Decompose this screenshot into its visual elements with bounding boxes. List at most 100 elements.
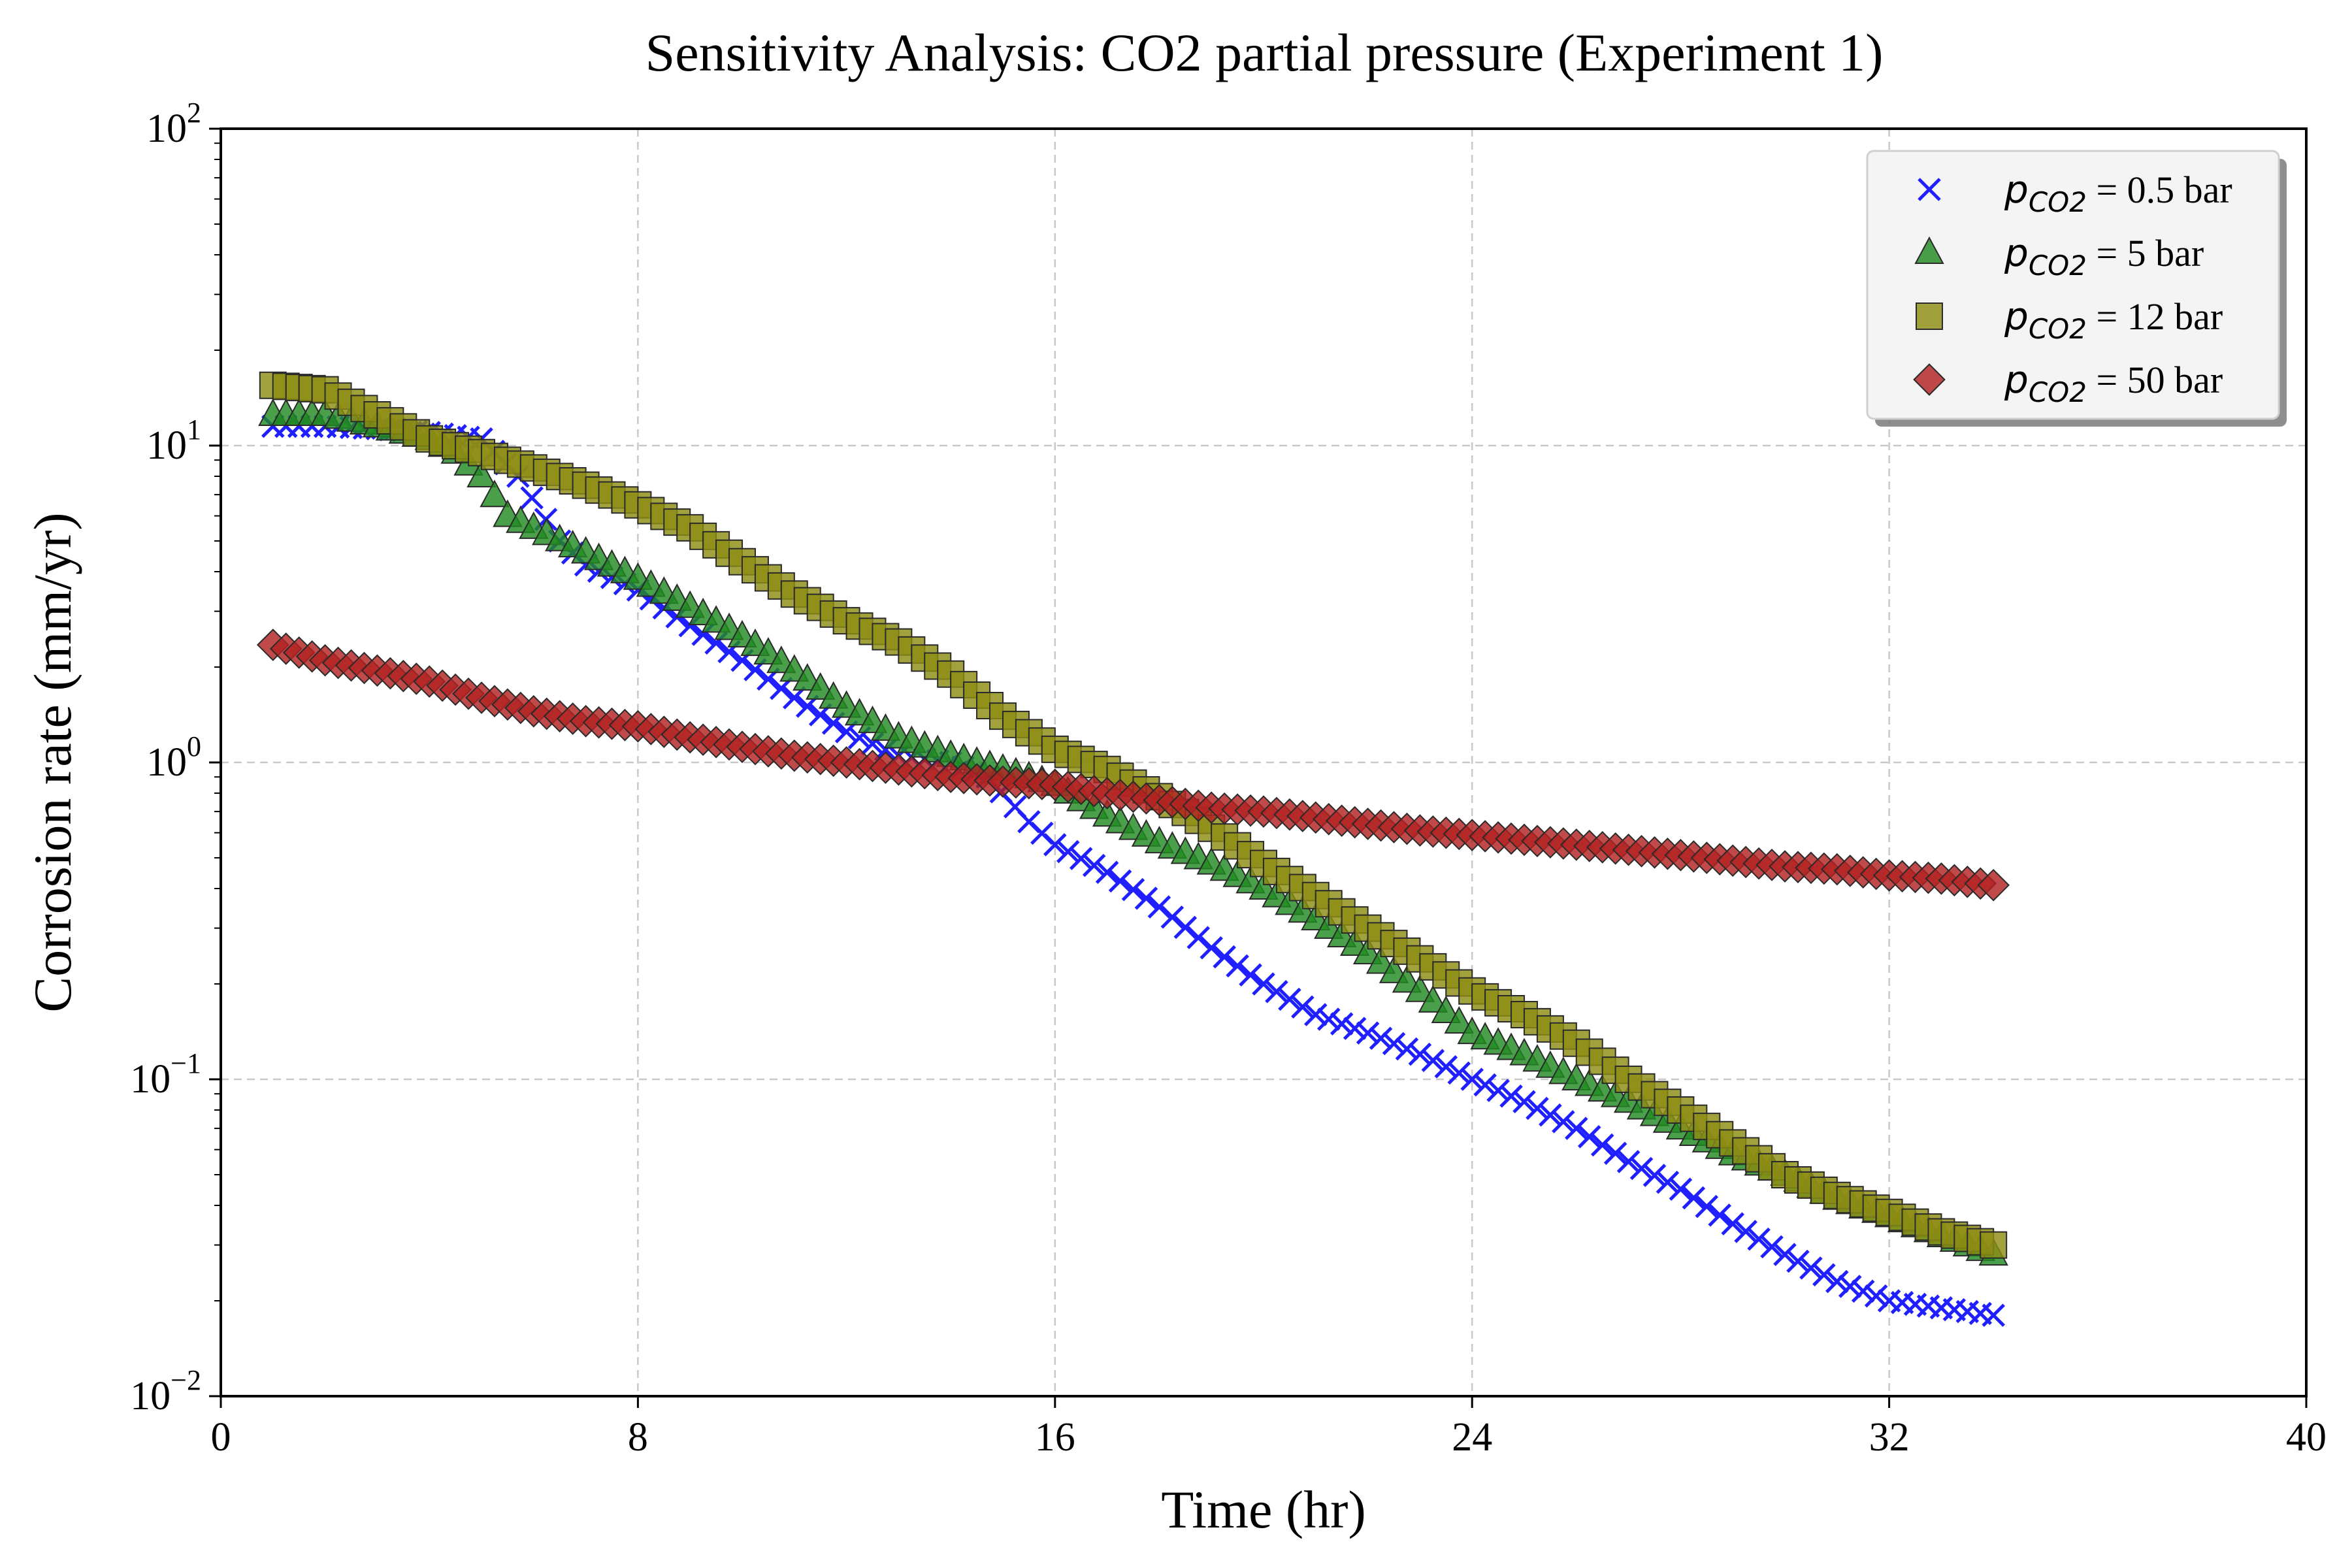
data-point bbox=[1134, 887, 1158, 910]
legend-entry-1: pCO2 = 0.5 bar bbox=[1918, 167, 2232, 218]
y-tick-label: 10−1 bbox=[130, 1047, 201, 1102]
data-point bbox=[1316, 1007, 1341, 1031]
data-point bbox=[1539, 1103, 1562, 1127]
data-point bbox=[1565, 1117, 1588, 1140]
data-point bbox=[1512, 1090, 1536, 1113]
data-point bbox=[1982, 1303, 2005, 1327]
data-point bbox=[1108, 869, 1132, 893]
legend-entry-4: pCO2 = 50 bar bbox=[1913, 357, 2223, 408]
series-2 bbox=[258, 398, 2008, 1266]
data-point bbox=[1291, 995, 1315, 1019]
legend-marker bbox=[1916, 302, 1943, 330]
y-tick-label: 101 bbox=[146, 414, 201, 468]
data-point bbox=[1418, 985, 1448, 1013]
data-point bbox=[1460, 1068, 1484, 1091]
data-point bbox=[1656, 1170, 1680, 1194]
data-point bbox=[1812, 1263, 1836, 1286]
x-tick-label: 32 bbox=[1869, 1415, 1910, 1460]
data-point bbox=[1642, 1164, 1667, 1187]
x-tick-label: 24 bbox=[1452, 1415, 1492, 1460]
data-point bbox=[1499, 1084, 1523, 1108]
legend-label: pCO2 = 50 bar bbox=[2004, 357, 2223, 408]
data-point bbox=[806, 672, 836, 700]
data-point bbox=[1043, 833, 1067, 857]
data-point bbox=[1173, 915, 1198, 939]
data-point bbox=[1147, 895, 1171, 919]
legend-box bbox=[1866, 150, 2280, 420]
x-tick-label: 16 bbox=[1035, 1415, 1075, 1460]
data-point bbox=[1786, 1249, 1810, 1273]
data-point bbox=[1977, 868, 2010, 902]
data-point bbox=[1721, 1212, 1744, 1235]
data-point bbox=[1760, 1235, 1784, 1259]
data-point bbox=[1069, 847, 1093, 870]
data-point bbox=[792, 663, 823, 691]
data-point bbox=[1082, 853, 1106, 877]
data-point bbox=[1405, 974, 1435, 1002]
x-tick-label: 8 bbox=[628, 1415, 648, 1460]
data-point bbox=[466, 459, 497, 488]
data-point bbox=[1392, 965, 1422, 993]
data-point bbox=[1330, 1012, 1354, 1036]
data-point bbox=[1825, 1269, 1849, 1294]
data-point bbox=[1734, 1220, 1757, 1243]
data-point bbox=[1773, 1243, 1797, 1266]
data-point bbox=[1408, 1042, 1432, 1066]
y-tick-label: 10−2 bbox=[130, 1364, 201, 1418]
legend-marker bbox=[1918, 178, 1941, 201]
data-point bbox=[1838, 1275, 1862, 1298]
data-point bbox=[1473, 1073, 1497, 1097]
data-point bbox=[1200, 936, 1223, 960]
legend-marker bbox=[1913, 363, 1946, 396]
data-point bbox=[520, 486, 544, 510]
data-point bbox=[1379, 955, 1409, 983]
legend-entry-3: pCO2 = 12 bar bbox=[1916, 294, 2223, 345]
data-point bbox=[1395, 1037, 1419, 1061]
data-point bbox=[1056, 840, 1080, 864]
x-axis-label: Time (hr) bbox=[1161, 1480, 1366, 1539]
data-point bbox=[1095, 860, 1119, 884]
data-point bbox=[1434, 1055, 1458, 1079]
data-point bbox=[1226, 954, 1249, 978]
data-point bbox=[1278, 987, 1301, 1011]
data-point bbox=[1421, 1049, 1445, 1072]
data-point bbox=[1365, 946, 1396, 974]
x-tick-label: 0 bbox=[211, 1415, 231, 1460]
data-point bbox=[1121, 877, 1145, 902]
data-point bbox=[1590, 1133, 1614, 1157]
data-point bbox=[783, 686, 806, 710]
data-point bbox=[818, 681, 849, 709]
data-point bbox=[1864, 1284, 1888, 1308]
chart-title: Sensitivity Analysis: CO2 partial pressu… bbox=[645, 23, 1884, 82]
data-point bbox=[1447, 1061, 1471, 1085]
axis-ticks: 0 8 16 24 32 40 10−2 10−1 100 101 102 bbox=[130, 97, 2327, 1460]
data-point bbox=[1369, 1026, 1393, 1051]
data-point bbox=[779, 654, 809, 682]
y-axis-label: Corrosion rate (mm/yr) bbox=[23, 512, 82, 1012]
legend-entry-2: pCO2 = 5 bar bbox=[1914, 231, 2204, 282]
data-point bbox=[1616, 1150, 1641, 1173]
data-point bbox=[1160, 906, 1184, 929]
data-point bbox=[1747, 1227, 1771, 1251]
data-point bbox=[1213, 945, 1236, 969]
data-point bbox=[1444, 1005, 1474, 1034]
legend: pCO2 = 0.5 bar pCO2 = 5 bar pCO2 = 12 bar p… bbox=[1866, 150, 2287, 427]
y-tick-label: 102 bbox=[146, 97, 201, 151]
data-point bbox=[1343, 1017, 1367, 1040]
data-point bbox=[1577, 1125, 1601, 1149]
data-point bbox=[1629, 1156, 1654, 1181]
legend-label: pCO2 = 12 bar bbox=[2004, 294, 2223, 345]
data-point bbox=[1304, 1003, 1328, 1026]
data-point bbox=[1695, 1194, 1719, 1218]
legend-label: pCO2 = 5 bar bbox=[2004, 231, 2204, 282]
data-point bbox=[1186, 926, 1211, 949]
data-point bbox=[480, 480, 510, 508]
data-point bbox=[1265, 979, 1288, 1004]
data-point bbox=[1669, 1177, 1693, 1201]
data-point bbox=[1980, 1231, 2008, 1259]
data-point bbox=[1799, 1256, 1823, 1280]
series-4 bbox=[256, 629, 2010, 902]
plot-area bbox=[256, 371, 2010, 1327]
data-point bbox=[1252, 972, 1275, 996]
